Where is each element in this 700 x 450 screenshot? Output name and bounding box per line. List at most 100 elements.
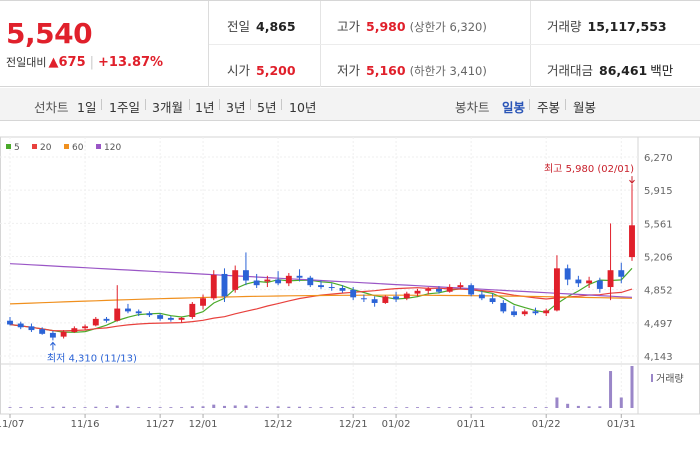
candle-body: [135, 311, 142, 314]
candle-body: [28, 326, 35, 331]
legend-swatch: [6, 144, 11, 149]
tab-1day[interactable]: 1일: [77, 100, 97, 115]
y-tick-label: 4,497: [644, 319, 673, 330]
x-tick-label: 01/02: [382, 419, 411, 430]
candle-body: [350, 289, 357, 298]
volume-bar: [51, 406, 55, 408]
candle-body: [82, 326, 89, 329]
volume-bar: [609, 371, 613, 408]
candle-body: [446, 287, 453, 292]
volume-bar: [598, 406, 602, 408]
volume-bar: [330, 407, 334, 408]
candle-body: [232, 270, 239, 290]
high-label: 고가: [337, 19, 361, 34]
volume-bar: [83, 407, 87, 408]
candle-body: [382, 296, 389, 303]
candle-body: [71, 328, 78, 332]
change-label: 전일대비: [6, 56, 47, 69]
volume-bar: [501, 406, 505, 408]
tab-divider: [145, 99, 146, 110]
y-tick-label: 5,915: [644, 186, 673, 197]
lower-limit: (하한가 3,410): [409, 64, 487, 78]
low-price: 저가 5,160 (하한가 3,410): [337, 60, 487, 79]
change-percent: +13.87%: [98, 55, 164, 70]
volume-bar: [287, 406, 291, 408]
candle-body: [157, 315, 164, 319]
tab-1week[interactable]: 1주일: [109, 100, 140, 115]
volume-legend-label: 거래량: [656, 373, 684, 385]
volume-bar: [340, 407, 344, 408]
tab-5years[interactable]: 5년: [257, 100, 277, 115]
trade-amount: 거래대금 86,461 백만: [547, 60, 673, 79]
tab-10years[interactable]: 10년: [289, 100, 317, 115]
tab-divider: [219, 99, 220, 110]
tab-divider: [189, 99, 190, 110]
y-tick-label: 4,852: [644, 286, 673, 297]
volume-bar: [115, 405, 119, 408]
candle-body: [403, 293, 410, 299]
amount-label: 거래대금: [547, 63, 594, 78]
tab-daily[interactable]: 일봉: [502, 100, 526, 115]
candle-body: [167, 317, 174, 320]
line-chart-title: 선차트: [34, 100, 69, 115]
open-label: 시가: [227, 63, 251, 78]
volume-bar: [72, 407, 76, 408]
volume-bar: [308, 407, 312, 408]
prev-close-value: 4,865: [256, 19, 296, 34]
volume-bar: [383, 407, 387, 408]
tab-3months[interactable]: 3개월: [152, 100, 183, 115]
volume-bar: [469, 406, 473, 408]
volume-bar: [619, 397, 623, 408]
x-tick-label: 12/12: [264, 419, 293, 430]
chart-period-tabs: 선차트 1일 1주일 3개월 1년 3년 5년 10년 봉차트 일봉 주봉 월봉: [0, 88, 700, 121]
y-tick-label: 5,561: [644, 219, 673, 230]
volume-legend-swatch: [651, 374, 653, 382]
price-summary: 5,540 전일대비 ▲675 | +13.87%: [0, 1, 209, 87]
volume-bar: [201, 406, 205, 408]
candle-body: [511, 311, 517, 316]
y-tick-label: 4,143: [644, 352, 673, 363]
candle-body: [318, 285, 324, 288]
divider: [209, 44, 700, 45]
legend-swatch: [96, 144, 101, 149]
candle-body: [468, 285, 475, 295]
candle-body: [328, 287, 335, 289]
high-value: 5,980: [366, 19, 406, 34]
volume-bar: [394, 407, 398, 408]
tab-divider: [250, 99, 251, 110]
prev-close-label: 전일: [227, 19, 251, 34]
candle-body: [543, 310, 550, 314]
candle-body: [618, 270, 625, 277]
x-tick-label: 12/01: [189, 419, 218, 430]
candle-body: [360, 298, 367, 300]
ma-line: [9, 294, 633, 305]
low-value: 5,160: [366, 63, 406, 78]
candle-body: [7, 320, 13, 325]
volume-bar: [555, 397, 559, 408]
volume-bar: [147, 407, 151, 408]
candle-body: [564, 268, 571, 280]
tab-divider: [529, 99, 530, 110]
volume-bar: [212, 404, 216, 408]
candle-body: [189, 303, 196, 317]
candle-body: [371, 299, 378, 303]
x-tick-label: 01/22: [532, 419, 561, 430]
volume-bar: [587, 406, 591, 408]
volume-bar: [255, 406, 259, 408]
candle-body: [296, 275, 303, 278]
amount-value: 86,461: [599, 63, 648, 78]
tab-3years[interactable]: 3년: [226, 100, 246, 115]
tab-weekly[interactable]: 주봉: [537, 100, 561, 115]
volume-bar: [244, 405, 248, 408]
min-arrow-icon: [50, 341, 56, 351]
candle-body: [436, 288, 442, 292]
candle-body: [478, 294, 485, 299]
candle-body: [457, 285, 464, 288]
amount-unit: 백만: [650, 63, 674, 78]
x-tick-label: 01/11: [457, 419, 486, 430]
change-amount: 675: [58, 55, 86, 70]
candle-body: [275, 279, 282, 284]
tab-1year[interactable]: 1년: [195, 100, 215, 115]
volume-bar: [169, 407, 173, 408]
tab-monthly[interactable]: 월봉: [573, 100, 597, 115]
